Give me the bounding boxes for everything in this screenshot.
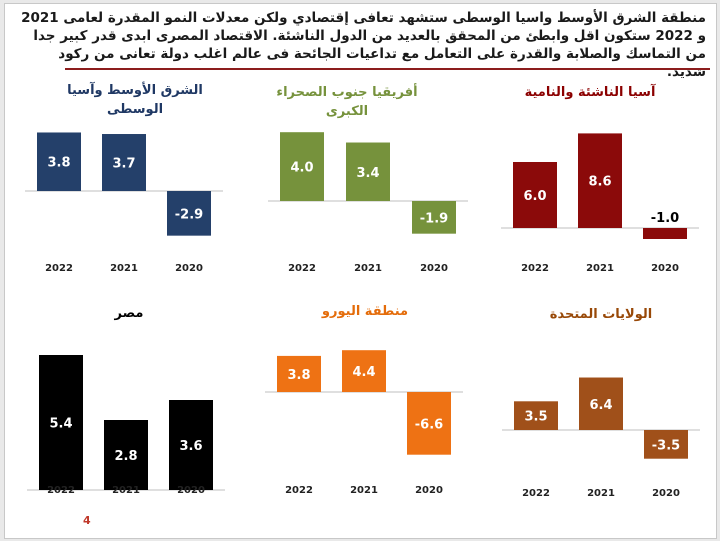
bar-2020 <box>643 228 687 239</box>
category-label: 2020 <box>651 263 679 274</box>
bar-2021 <box>342 350 386 392</box>
category-label: 2021 <box>586 263 614 274</box>
bar-2021 <box>579 377 623 430</box>
data-label: 6.0 <box>523 189 546 204</box>
slide: منطقة الشرق الأوسط واسيا الوسطى ستشهد تع… <box>4 3 717 539</box>
category-label: 2022 <box>45 263 73 274</box>
data-label: -6.6 <box>415 417 443 432</box>
data-label: 3.4 <box>356 166 379 181</box>
data-label: 6.4 <box>589 398 612 413</box>
bar-2022 <box>37 132 81 191</box>
bar-2022 <box>39 355 83 490</box>
category-label: 2020 <box>652 488 680 499</box>
chart-title-line: مصر <box>114 306 144 321</box>
chart-panel-2: أفريقيا جنوب الصحراء الكبرى 4.0 2022 3.4 2021… <box>268 83 468 274</box>
category-label: 2021 <box>350 485 378 496</box>
bar-2021 <box>104 420 148 490</box>
bar-2022 <box>513 162 557 228</box>
data-label: 3.8 <box>47 156 70 171</box>
chart-title-line: الولايات المتحدة <box>550 307 652 322</box>
bar-2021 <box>346 142 390 201</box>
bar-2020 <box>169 400 213 490</box>
bar-2020 <box>407 392 451 455</box>
category-label: 2022 <box>522 488 550 499</box>
bar-2022 <box>280 132 324 201</box>
data-label: -1.9 <box>420 211 448 226</box>
header-text: منطقة الشرق الأوسط واسيا الوسطى ستشهد تع… <box>21 10 706 80</box>
category-label: 2021 <box>587 488 615 499</box>
chart-title-line: أفريقيا جنوب الصحراء <box>276 83 417 100</box>
category-label: 2020 <box>177 485 205 496</box>
chart-title-line: الوسطى <box>107 102 163 117</box>
chart-title-line: الشرق الأوسط وآسيا <box>67 81 203 98</box>
data-label: 3.7 <box>112 157 135 172</box>
chart-title-line: الكبرى <box>326 104 368 119</box>
data-label: 3.5 <box>524 410 547 425</box>
data-label: 3.8 <box>287 368 310 383</box>
bar-2020 <box>167 191 211 236</box>
category-label: 2020 <box>420 263 448 274</box>
page-number: 4 <box>83 514 91 527</box>
chart-panel-3: آسيا الناشئة والنامية 6.0 2022 8.6 2021 -1.0 2… <box>501 83 699 274</box>
bar-2021 <box>578 133 622 228</box>
chart-panel-1: الشرق الأوسط وآسيا الوسطى 3.8 2022 3.7 2021 -2… <box>25 81 223 274</box>
charts-canvas: الشرق الأوسط وآسيا الوسطى 3.8 2022 3.7 2021 -2… <box>25 81 700 499</box>
chart-title-line: آسيا الناشئة والنامية <box>525 83 656 100</box>
category-label: 2020 <box>175 263 203 274</box>
chart-panel-5: منطقة اليورو 3.8 2022 4.4 2021 -6.6 2020 <box>265 304 463 496</box>
chart-title-line: منطقة اليورو <box>321 304 408 319</box>
data-label: -3.5 <box>652 438 680 453</box>
header-divider <box>65 68 710 70</box>
data-label: 5.4 <box>49 417 72 432</box>
data-label: -2.9 <box>175 207 203 222</box>
bar-2021 <box>102 134 146 191</box>
category-label: 2022 <box>47 485 75 496</box>
bar-2022 <box>277 355 321 392</box>
category-label: 2021 <box>110 263 138 274</box>
chart-panel-6: الولايات المتحدة 3.5 2022 6.4 2021 -3.5 2020 <box>502 307 700 499</box>
bar-2020 <box>644 430 688 459</box>
data-label: 2.8 <box>114 449 137 464</box>
data-label: 4.0 <box>290 161 313 176</box>
data-label: 3.6 <box>179 439 202 454</box>
data-label: 4.4 <box>352 365 375 380</box>
bar-2020 <box>412 201 456 234</box>
category-label: 2022 <box>285 485 313 496</box>
data-label: -1.0 <box>651 211 679 226</box>
category-label: 2021 <box>354 263 382 274</box>
chart-panel-4: مصر 5.4 2022 2.8 2021 3.6 2020 <box>27 306 225 496</box>
category-label: 2020 <box>415 485 443 496</box>
data-label: 8.6 <box>588 175 611 190</box>
category-label: 2021 <box>112 485 140 496</box>
category-label: 2022 <box>288 263 316 274</box>
category-label: 2022 <box>521 263 549 274</box>
bar-2022 <box>514 401 558 430</box>
